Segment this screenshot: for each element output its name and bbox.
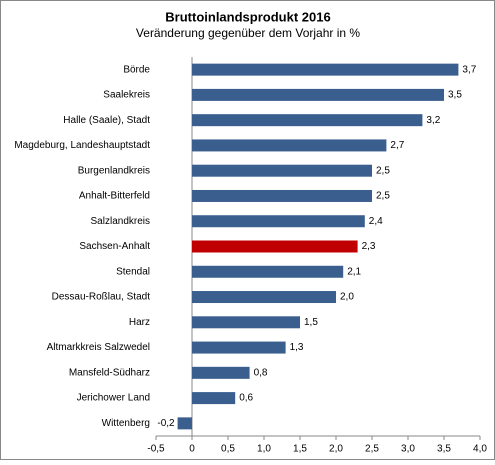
value-label: 1,5 — [304, 317, 318, 328]
y-tick-label: Harz — [129, 317, 150, 328]
x-tick-label: 4,0 — [473, 444, 487, 455]
bar — [192, 240, 358, 253]
value-label: 2,3 — [362, 241, 376, 252]
bar — [192, 189, 372, 202]
x-tick-label: 3,0 — [401, 444, 415, 455]
x-tick-label: 2,5 — [365, 444, 379, 455]
chart-title: Bruttoinlandsprodukt 2016 — [165, 9, 330, 24]
bar — [192, 291, 336, 304]
value-label: 2,5 — [376, 165, 390, 176]
value-label: -0,2 — [157, 418, 175, 429]
bar — [192, 341, 286, 354]
y-tick-label: Wittenberg — [102, 418, 150, 429]
y-tick-label: Saalekreis — [103, 90, 150, 101]
value-label: 2,0 — [340, 292, 354, 303]
bar — [192, 316, 300, 329]
bar — [192, 63, 459, 76]
x-tick-label: 2,0 — [329, 444, 343, 455]
y-tick-label: Burgenlandkreis — [78, 165, 150, 176]
x-tick-label: 1,0 — [257, 444, 271, 455]
bar — [192, 392, 236, 405]
value-label: 3,5 — [448, 90, 462, 101]
x-tick-label: -0,5 — [147, 444, 165, 455]
chart-subtitle: Veränderung gegenüber dem Vorjahr in % — [136, 26, 360, 40]
x-tick-label: 0 — [189, 444, 195, 455]
value-label: 1,3 — [290, 342, 304, 353]
y-tick-label: Halle (Saale), Stadt — [63, 115, 150, 126]
value-label: 0,6 — [239, 393, 253, 404]
value-label: 2,1 — [347, 266, 361, 277]
y-tick-label: Stendal — [116, 266, 150, 277]
y-tick-label: Sachsen-Anhalt — [79, 241, 150, 252]
value-label: 0,8 — [254, 367, 268, 378]
value-label: 3,2 — [426, 115, 440, 126]
y-tick-label: Magdeburg, Landeshauptstadt — [14, 140, 150, 151]
bar — [192, 215, 365, 228]
bar — [192, 164, 372, 177]
y-tick-label: Dessau-Roßlau, Stadt — [52, 292, 151, 303]
value-label: 2,7 — [390, 140, 404, 151]
y-tick-label: Börde — [123, 64, 150, 75]
x-tick-label: 1,5 — [293, 444, 307, 455]
x-tick-label: 0,5 — [221, 444, 235, 455]
y-tick-label: Anhalt-Bitterfeld — [79, 191, 150, 202]
bar — [192, 139, 387, 152]
value-label: 3,7 — [462, 64, 476, 75]
bar — [177, 417, 192, 430]
value-label: 2,5 — [376, 191, 390, 202]
bar — [192, 265, 344, 278]
bar — [192, 88, 444, 101]
y-tick-label: Altmarkkreis Salzwedel — [47, 342, 150, 353]
bar — [192, 114, 423, 127]
x-tick-label: 3,5 — [437, 444, 451, 455]
bar — [192, 366, 250, 379]
value-label: 2,4 — [369, 216, 383, 227]
y-tick-label: Salzlandkreis — [91, 216, 150, 227]
y-tick-label: Mansfeld-Südharz — [69, 367, 150, 378]
y-tick-label: Jerichower Land — [77, 393, 150, 404]
